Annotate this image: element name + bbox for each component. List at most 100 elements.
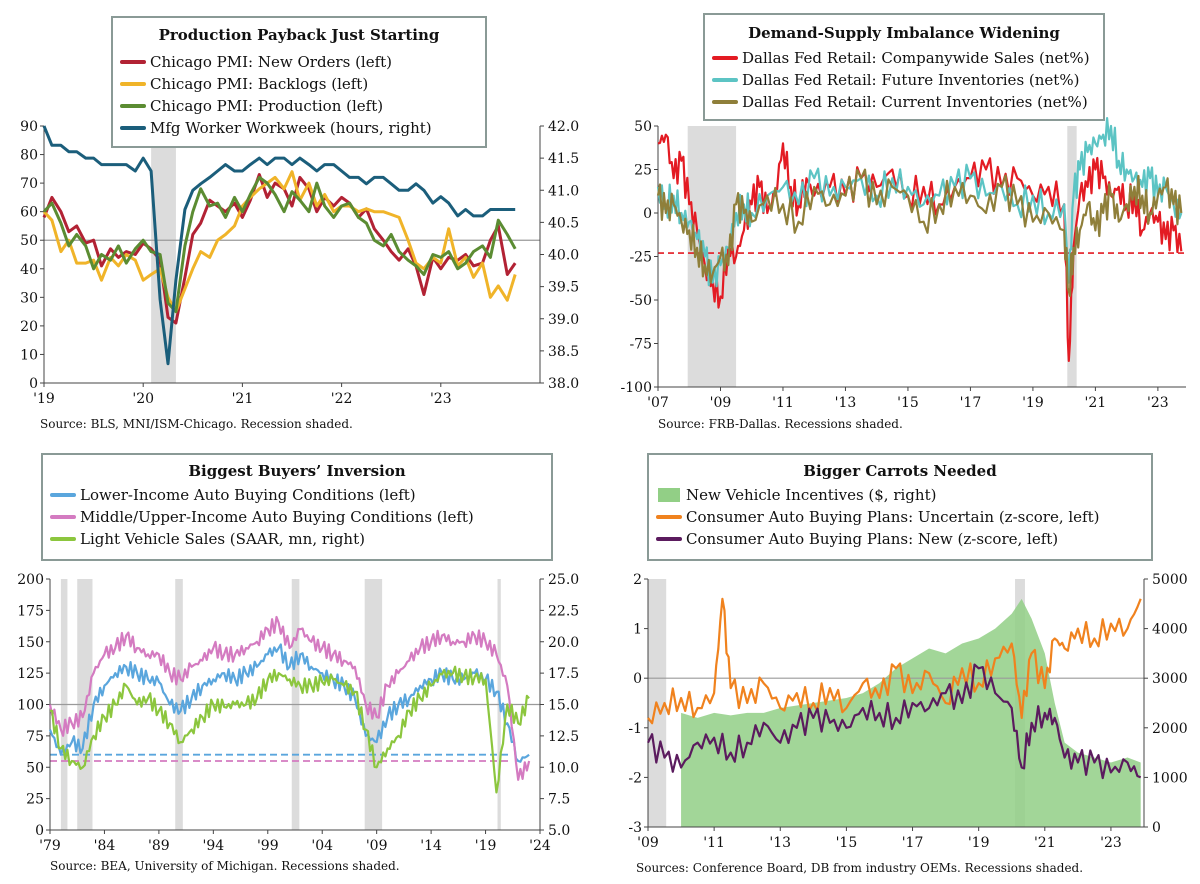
- legend-entry: Light Vehicle Sales (SAAR, mn, right): [80, 530, 365, 548]
- y-left-tick-label: 0: [35, 823, 44, 839]
- chart-source: Sources: Conference Board, DB from indus…: [636, 861, 1083, 875]
- y-left-tick-label: 90: [20, 119, 38, 135]
- chart-production-payback: 0 10 20 30 40 50 60 70 80 90 38.0 38.5 39.0 39.5 40.0 4…: [20, 16, 579, 431]
- y-right-tick-label: 40.0: [548, 248, 579, 264]
- y-left-tick-label: 80: [20, 148, 38, 164]
- legend-entry: Consumer Auto Buying Plans: New (z-score…: [686, 530, 1058, 548]
- x-tick-label: '21: [1034, 835, 1056, 851]
- x-tick-label: '23: [430, 391, 452, 407]
- x-tick-label: '19: [1022, 395, 1044, 411]
- chart-title: Biggest Buyers’ Inversion: [188, 462, 405, 480]
- chart-title: Bigger Carrots Needed: [803, 462, 997, 480]
- legend-box: [111, 16, 487, 148]
- y-right-tick-label: 38.5: [548, 344, 579, 360]
- y-left-tick-label: 200: [17, 572, 44, 588]
- x-tick-label: '11: [703, 835, 725, 851]
- y-left-tick-label: 50: [26, 760, 44, 776]
- y-right-tick-label: 12.5: [548, 729, 579, 745]
- y-left-tick-label: 150: [17, 635, 44, 651]
- series-line: [48, 615, 531, 781]
- legend-entry: Chicago PMI: Backlogs (left): [150, 75, 368, 93]
- y-left-tick-label: 1: [633, 622, 642, 638]
- chart-source: Source: FRB-Dallas. Recessions shaded.: [658, 417, 903, 431]
- legend-box: [703, 13, 1105, 121]
- x-tick-label: '99: [257, 838, 279, 854]
- y-left-tick-label: 125: [17, 666, 44, 682]
- x-tick-label: '17: [960, 395, 982, 411]
- series-line: [42, 170, 517, 314]
- x-tick-label: '22: [331, 391, 353, 407]
- x-tick-label: '21: [232, 391, 254, 407]
- x-tick-label: '13: [835, 395, 857, 411]
- x-tick-label: '11: [772, 395, 794, 411]
- y-right-tick-label: 17.5: [548, 666, 579, 682]
- chart-title: Production Payback Just Starting: [159, 26, 440, 44]
- series-line: [49, 665, 530, 794]
- x-tick-label: '04: [311, 838, 333, 854]
- legend-entry: Chicago PMI: New Orders (left): [150, 53, 392, 71]
- y-left-tick-label: 30: [20, 290, 38, 306]
- y-left-tick-label: -50: [629, 293, 652, 309]
- x-tick-label: '23: [1100, 835, 1122, 851]
- series-line: [647, 597, 1142, 725]
- x-tick-label: '09: [710, 395, 732, 411]
- legend-entry: New Vehicle Incentives ($, right): [686, 486, 936, 504]
- y-right-tick-label: 0: [1152, 820, 1161, 836]
- y-right-tick-label: 10.0: [548, 760, 579, 776]
- x-tick-label: '19: [968, 835, 990, 851]
- x-tick-label: '09: [637, 835, 659, 851]
- series-area: [681, 598, 1141, 827]
- series-line: [42, 175, 517, 314]
- y-right-tick-label: 7.5: [548, 792, 570, 808]
- y-left-tick-label: 50: [20, 233, 38, 249]
- legend-entry: Middle/Upper-Income Auto Buying Conditio…: [80, 508, 474, 526]
- x-tick-label: '13: [769, 835, 791, 851]
- y-left-tick-label: 0: [633, 671, 642, 687]
- x-tick-label: '89: [148, 838, 170, 854]
- legend-entry: Dallas Fed Retail: Companywide Sales (ne…: [742, 49, 1090, 67]
- y-right-tick-label: 2000: [1152, 721, 1188, 737]
- x-tick-label: '84: [94, 838, 116, 854]
- y-left-tick-label: 50: [634, 119, 652, 135]
- y-left-tick-label: -1: [628, 721, 642, 737]
- y-left-tick-label: 70: [20, 176, 38, 192]
- y-left-tick-label: 60: [20, 205, 38, 221]
- y-right-tick-label: 42.0: [548, 119, 579, 135]
- y-right-tick-label: 1000: [1152, 770, 1188, 786]
- y-right-tick-label: 20.0: [548, 635, 579, 651]
- legend-entry: Lower-Income Auto Buying Conditions (lef…: [80, 486, 416, 504]
- x-tick-label: '24: [529, 838, 551, 854]
- y-left-tick-label: 25: [26, 792, 44, 808]
- y-left-tick-label: 100: [17, 698, 44, 714]
- x-tick-label: '21: [1085, 395, 1107, 411]
- y-right-tick-label: 22.5: [548, 603, 579, 619]
- x-tick-label: '15: [836, 835, 858, 851]
- x-tick-label: '20: [132, 391, 154, 407]
- y-right-tick-label: 5.0: [548, 823, 570, 839]
- y-right-tick-label: 38.0: [548, 376, 579, 392]
- x-tick-label: '94: [202, 838, 224, 854]
- x-tick-label: '23: [1147, 395, 1169, 411]
- y-left-tick-label: -25: [629, 250, 652, 266]
- chart-source: Source: BLS, MNI/ISM-Chicago. Recession …: [40, 417, 353, 431]
- y-left-tick-label: -2: [628, 770, 642, 786]
- x-tick-label: '79: [39, 838, 61, 854]
- y-left-tick-label: -3: [628, 820, 642, 836]
- x-tick-label: '17: [902, 835, 924, 851]
- y-left-tick-label: 25: [634, 163, 652, 179]
- legend-entry: Dallas Fed Retail: Future Inventories (n…: [742, 71, 1079, 89]
- legend-box: [647, 453, 1153, 561]
- y-left-tick-label: 0: [643, 206, 652, 222]
- legend-entry: Mfg Worker Workweek (hours, right): [150, 119, 432, 137]
- y-right-tick-label: 39.5: [548, 280, 579, 296]
- y-left-tick-label: 175: [17, 603, 44, 619]
- y-right-tick-label: 25.0: [548, 572, 579, 588]
- x-tick-label: '14: [420, 838, 442, 854]
- chart-demand-supply-imbalance: 50 25 0 -25 -50 -75 -100'07 '09 '11 '13 '15 '17 '19 '…: [621, 13, 1186, 431]
- y-right-tick-label: 5000: [1152, 572, 1188, 588]
- legend-entry: Consumer Auto Buying Plans: Uncertain (z…: [686, 508, 1099, 526]
- y-left-tick-label: -100: [621, 380, 652, 396]
- y-left-tick-label: 0: [29, 376, 38, 392]
- legend-swatch: [658, 488, 680, 502]
- legend-entry: Dallas Fed Retail: Current Inventories (…: [742, 93, 1088, 111]
